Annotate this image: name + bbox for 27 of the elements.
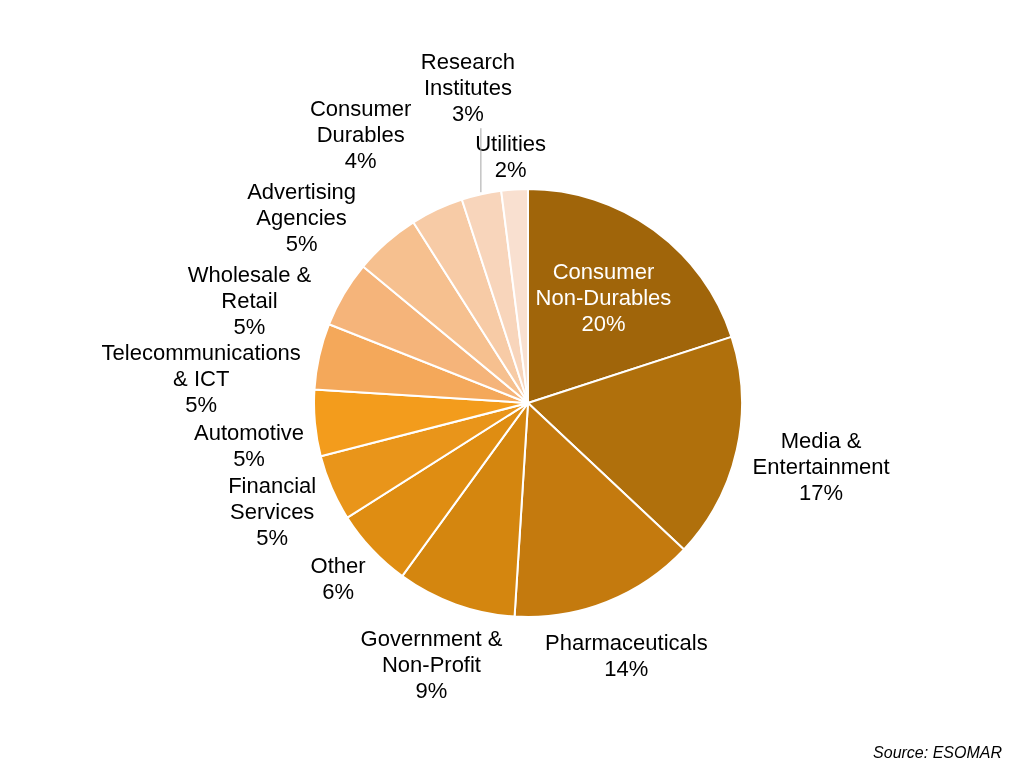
data-label: 9%: [415, 677, 448, 703]
slice-label: Telecommunications & ICT: [101, 339, 301, 391]
data-label: 5%: [256, 524, 289, 550]
slice-label: Pharmaceuticals: [545, 629, 708, 655]
data-label: 5%: [185, 391, 218, 417]
data-label: 2%: [494, 157, 527, 183]
slice-label: Utilities: [475, 131, 547, 157]
slice-label: Other: [310, 552, 366, 578]
data-label: 5%: [233, 313, 266, 339]
data-label: 6%: [322, 578, 354, 604]
slice-label: Automotive: [193, 420, 305, 446]
data-label: 5%: [233, 446, 265, 472]
data-label: 5%: [285, 231, 318, 257]
data-label: 3%: [452, 101, 484, 127]
source-note: Source: ESOMAR: [873, 744, 1003, 762]
slice-label: Advertising Agencies: [247, 179, 357, 231]
data-label: 20%: [581, 311, 626, 337]
slice-label: Media & Entertainment: [752, 427, 890, 479]
data-label: 17%: [799, 479, 844, 505]
slice-label: Consumer Non-Durables: [535, 259, 672, 311]
data-label: 4%: [344, 147, 377, 173]
slice-label: Wholesale & Retail: [187, 261, 312, 313]
slice-label: Research Institutes: [420, 49, 516, 101]
slice-label: Government & Non-Profit: [360, 625, 503, 677]
data-label: 14%: [604, 655, 649, 681]
slice-label: Consumer Durables: [309, 95, 412, 147]
slice-label: Financial Services: [228, 472, 317, 524]
